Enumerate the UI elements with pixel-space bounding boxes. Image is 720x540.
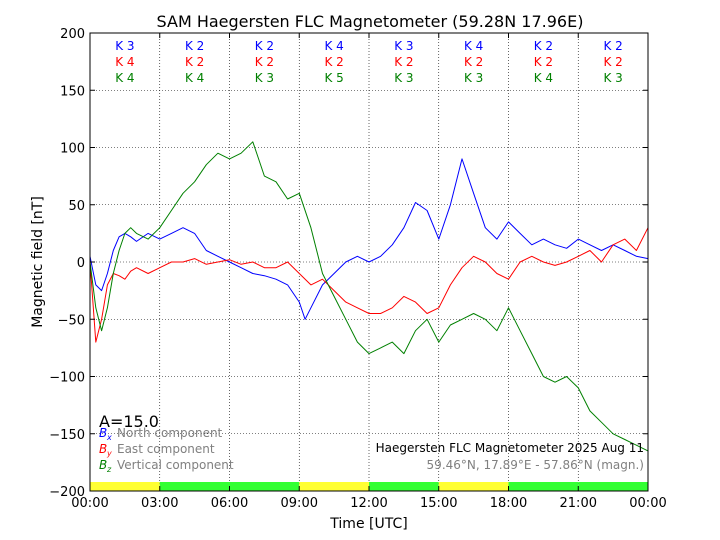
x-tick-label: 03:00 bbox=[141, 496, 178, 511]
k-index-vertical: K 4 bbox=[534, 71, 553, 85]
k-index-north: K 3 bbox=[115, 39, 134, 53]
k-index-vertical: K 3 bbox=[394, 71, 413, 85]
y-axis-label: Magnetic field [nT] bbox=[30, 196, 46, 328]
y-tick-label: 200 bbox=[60, 27, 85, 42]
legend-subscript: z bbox=[106, 465, 112, 474]
k-index-east: K 2 bbox=[324, 55, 343, 69]
k-index-east: K 2 bbox=[255, 55, 274, 69]
y-tick-label: −150 bbox=[49, 428, 85, 443]
x-tick-label: 18:00 bbox=[490, 496, 527, 511]
legend-subscript: x bbox=[106, 433, 112, 442]
k-index-north: K 2 bbox=[185, 39, 204, 53]
activity-bar bbox=[90, 482, 648, 491]
legend-symbol: B bbox=[99, 442, 107, 456]
k-index-vertical: K 3 bbox=[603, 71, 622, 85]
legend-label: East component bbox=[117, 442, 215, 456]
series-lines bbox=[89, 141, 649, 452]
k-index-north: K 2 bbox=[603, 39, 622, 53]
k-index-east: K 2 bbox=[464, 55, 483, 69]
k-index-vertical: K 3 bbox=[255, 71, 274, 85]
series-line-y bbox=[89, 227, 649, 343]
chart-title: SAM Haegersten FLC Magnetometer (59.28N … bbox=[157, 12, 584, 31]
station-label: Haegersten FLC Magnetometer 2025 Aug 11 bbox=[376, 441, 644, 455]
axis-ticks: 00:00 03:00 06:00 09:00 12:00 15:00 18:00 21:00… bbox=[49, 27, 666, 511]
k-index-north: K 3 bbox=[394, 39, 413, 53]
legend-symbol: B bbox=[99, 458, 107, 472]
k-index-vertical: K 3 bbox=[464, 71, 483, 85]
x-axis-label: Time [UTC] bbox=[329, 516, 407, 532]
k-index-north: K 4 bbox=[324, 39, 343, 53]
k-index-vertical: K 5 bbox=[324, 71, 343, 85]
y-tick-label: 0 bbox=[77, 256, 85, 271]
legend-label: North component bbox=[117, 426, 223, 440]
k-index-vertical: K 4 bbox=[185, 71, 204, 85]
k-index-east: K 2 bbox=[394, 55, 413, 69]
x-tick-label: 12:00 bbox=[350, 496, 387, 511]
k-index-east: K 2 bbox=[534, 55, 553, 69]
y-tick-label: 50 bbox=[68, 199, 85, 214]
x-tick-label: 00:00 bbox=[71, 496, 108, 511]
legend-label: Vertical component bbox=[117, 458, 234, 472]
activity-segment bbox=[229, 482, 300, 491]
series-line-x bbox=[89, 158, 649, 320]
activity-segment bbox=[90, 482, 160, 491]
x-tick-label: 00:00 bbox=[629, 496, 666, 511]
k-index-north: K 4 bbox=[464, 39, 483, 53]
k-index-east: K 2 bbox=[185, 55, 204, 69]
k-index-north: K 2 bbox=[255, 39, 274, 53]
x-tick-label: 09:00 bbox=[281, 496, 318, 511]
k-index-east: K 4 bbox=[115, 55, 134, 69]
y-tick-label: −100 bbox=[49, 371, 85, 386]
activity-segment bbox=[369, 482, 439, 491]
y-tick-label: 100 bbox=[60, 142, 85, 157]
y-tick-label: −50 bbox=[58, 313, 85, 328]
y-tick-label: 150 bbox=[60, 84, 85, 99]
activity-segment bbox=[438, 482, 509, 491]
a-index-label: A=15.0 bbox=[99, 412, 159, 431]
activity-segment bbox=[578, 482, 648, 491]
activity-segment bbox=[299, 482, 369, 491]
k-index-north: K 2 bbox=[534, 39, 553, 53]
coords-label: 59.46°N, 17.89°E - 57.86°N (magn.) bbox=[427, 458, 644, 472]
x-tick-label: 21:00 bbox=[560, 496, 597, 511]
activity-segment bbox=[508, 482, 579, 491]
legend-subscript: y bbox=[106, 449, 112, 458]
k-index-labels: K 3 K 2 K 2 K 4 K 3 K 4 K 2 K 2 K 4 K 2 K 2 K 2 K 2 K… bbox=[115, 39, 623, 85]
x-tick-label: 15:00 bbox=[420, 496, 457, 511]
legend-symbol: B bbox=[99, 426, 107, 440]
activity-segment bbox=[159, 482, 230, 491]
k-index-vertical: K 4 bbox=[115, 71, 134, 85]
x-tick-label: 06:00 bbox=[211, 496, 248, 511]
y-tick-label: −200 bbox=[49, 485, 85, 500]
k-index-east: K 2 bbox=[603, 55, 622, 69]
series-line-z bbox=[89, 141, 649, 452]
